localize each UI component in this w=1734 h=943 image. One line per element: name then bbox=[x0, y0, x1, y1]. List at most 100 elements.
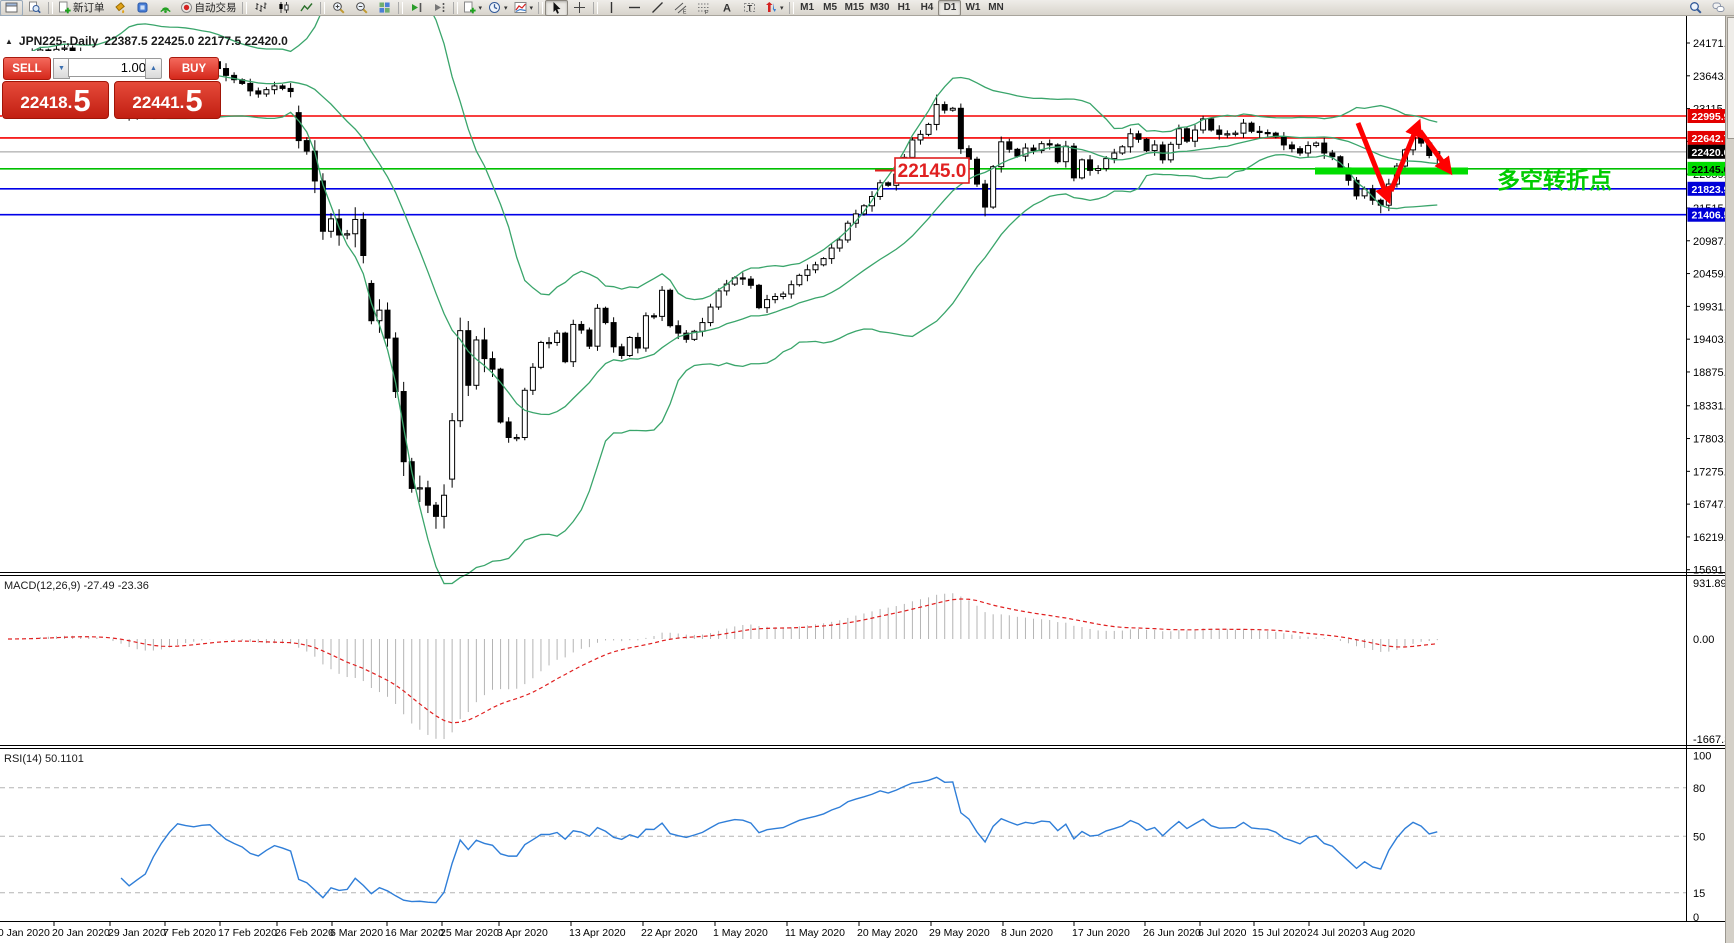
bollinger-lower bbox=[7, 62, 1438, 585]
candle-bullish bbox=[441, 494, 448, 517]
candle-bearish bbox=[505, 421, 512, 438]
volume-increase-button[interactable]: ▲ bbox=[145, 58, 162, 79]
timeframe-button-m15[interactable]: M15 bbox=[844, 2, 865, 13]
candle-bullish bbox=[328, 218, 334, 232]
toolbar-chart-candles-icon[interactable] bbox=[272, 0, 295, 16]
buy-price-frac: 5 bbox=[185, 83, 203, 118]
toolbar-terminal-icon[interactable] bbox=[0, 0, 23, 16]
toolbar-tile-windows-icon[interactable] bbox=[373, 0, 396, 16]
toolbar-styles-icon[interactable] bbox=[108, 0, 131, 16]
candle-bullish bbox=[998, 141, 1005, 168]
toolbar-auto-scroll-icon[interactable] bbox=[405, 0, 428, 16]
timeframe-button-m1[interactable]: M1 bbox=[800, 2, 815, 13]
candle-bearish bbox=[279, 85, 286, 89]
candle-bullish bbox=[949, 107, 956, 111]
toolbar-chart-bars-icon[interactable] bbox=[249, 0, 272, 16]
chart-canvas[interactable]: 24171.023643.023115.022587.022059.021515… bbox=[0, 15, 1734, 943]
timeframe-button-d1[interactable]: D1 bbox=[938, 0, 962, 16]
candle-bullish bbox=[780, 293, 787, 297]
toolbar-text-label-icon[interactable]: T bbox=[738, 0, 761, 16]
toolbar-hline-icon[interactable] bbox=[623, 0, 646, 16]
volume-input[interactable]: 1.00 bbox=[68, 58, 151, 77]
price-badge bbox=[1687, 181, 1734, 196]
candle-bearish bbox=[1014, 148, 1021, 157]
toolbar-crosshair-icon[interactable] bbox=[568, 0, 591, 16]
candle-bearish bbox=[747, 278, 754, 286]
candle-bearish bbox=[497, 368, 504, 423]
date-axis-label: 20 Jan 2020 bbox=[52, 927, 110, 939]
zigzag-arrow-annotation[interactable] bbox=[1355, 118, 1453, 205]
toolbar-chart-shift-icon[interactable] bbox=[428, 0, 451, 16]
candle-bullish bbox=[1175, 128, 1182, 145]
candle-bearish bbox=[602, 307, 609, 324]
toolbar-periods-icon[interactable]: ▾ bbox=[485, 0, 511, 16]
toolbar-cursor-icon[interactable] bbox=[545, 0, 569, 16]
toolbar-arrows-icon[interactable]: ▾ bbox=[761, 0, 787, 16]
toolbar-search-icon[interactable] bbox=[1684, 0, 1707, 16]
candle-bearish bbox=[1087, 159, 1094, 171]
toolbar-chart-line-icon[interactable] bbox=[295, 0, 318, 16]
price-axis[interactable]: 24171.023643.023115.022587.022059.021515… bbox=[0, 15, 1734, 924]
candle-bullish bbox=[537, 341, 544, 368]
date-axis-label: 15 Jul 2020 bbox=[1252, 927, 1306, 939]
chinese-annotation-label[interactable]: 多空转折点 bbox=[1497, 167, 1612, 193]
svg-text:F: F bbox=[705, 10, 709, 14]
timeframe-button-m30[interactable]: M30 bbox=[870, 2, 890, 13]
price-badge bbox=[1687, 207, 1734, 222]
buy-price-display[interactable]: 22441. 5 bbox=[114, 81, 221, 119]
toolbar-zoom-out-icon[interactable] bbox=[350, 0, 373, 16]
candle-bearish bbox=[739, 277, 746, 280]
highlight-bar-annotation[interactable] bbox=[1315, 167, 1468, 175]
candle-bearish bbox=[610, 322, 617, 348]
buy-button[interactable]: BUY bbox=[169, 57, 219, 80]
toolbar-text-icon[interactable]: A bbox=[715, 0, 738, 16]
toolbar-auto-trading-button[interactable]: 自动交易 bbox=[177, 0, 240, 16]
candle-bearish bbox=[223, 68, 230, 76]
toolbar-vline-icon[interactable] bbox=[600, 0, 623, 16]
toolbar-chat-icon[interactable] bbox=[1707, 0, 1730, 16]
rsi-axis-label: 15 bbox=[1693, 888, 1705, 900]
toolbar-new-chart-icon[interactable]: ▾ bbox=[460, 0, 486, 16]
date-axis-label: 25 Mar 2020 bbox=[440, 927, 499, 939]
timeframe-button-h1[interactable]: H1 bbox=[897, 2, 911, 13]
toolbar-separator bbox=[397, 1, 403, 14]
toolbar-new-order-button[interactable]: 新订单 bbox=[55, 0, 108, 16]
sell-price-display[interactable]: 22418. 5 bbox=[2, 81, 109, 119]
symbol-period-label: JPN225-,Daily bbox=[18, 34, 99, 48]
macd-axis-label: 0.00 bbox=[1693, 634, 1714, 646]
toolbar-signals-icon[interactable] bbox=[154, 0, 177, 16]
toolbar-separator bbox=[593, 1, 599, 14]
toolbar-data-window-icon[interactable] bbox=[23, 0, 46, 16]
timeframe-button-w1[interactable]: W1 bbox=[965, 2, 981, 13]
candle-bullish bbox=[812, 264, 819, 271]
scrollbar-thumb[interactable] bbox=[1727, 17, 1734, 139]
candle-bearish bbox=[957, 107, 964, 150]
macd-pane bbox=[7, 593, 1438, 740]
candle-bearish bbox=[1054, 144, 1061, 163]
collapse-panel-icon[interactable]: ▲ bbox=[5, 36, 13, 46]
price-badge bbox=[1687, 130, 1734, 145]
rsi-axis-label: 80 bbox=[1693, 783, 1705, 795]
price-callout-label[interactable]: 22145.0 bbox=[875, 157, 970, 184]
date-axis-label: 26 Jun 2020 bbox=[1143, 927, 1201, 939]
toolbar-separator bbox=[788, 1, 794, 14]
candle-bullish bbox=[1119, 146, 1126, 154]
timeframe-button-m5[interactable]: M5 bbox=[823, 2, 838, 13]
candle-bearish bbox=[578, 323, 585, 331]
price-axis-label: 18331.0 bbox=[1693, 401, 1733, 413]
zigzag-arrow-segment bbox=[1355, 122, 1393, 205]
timeframe-button-h4[interactable]: H4 bbox=[920, 2, 934, 13]
candle-bullish bbox=[990, 166, 997, 208]
toolbar-editor-icon[interactable] bbox=[131, 0, 154, 16]
timeframe-button-mn[interactable]: MN bbox=[988, 2, 1004, 13]
candle-bullish bbox=[707, 306, 714, 324]
vertical-scrollbar[interactable] bbox=[1725, 15, 1734, 943]
toolbar-channel-icon[interactable]: E bbox=[669, 0, 692, 16]
toolbar-zoom-in-icon[interactable] bbox=[327, 0, 350, 16]
toolbar-trendline-icon[interactable] bbox=[646, 0, 669, 16]
toolbar-fibonacci-icon[interactable]: F bbox=[692, 0, 715, 16]
sell-button[interactable]: SELL bbox=[3, 57, 51, 80]
toolbar-indicators-icon[interactable]: ▾ bbox=[511, 0, 537, 16]
date-axis-label: 7 Feb 2020 bbox=[163, 927, 216, 939]
